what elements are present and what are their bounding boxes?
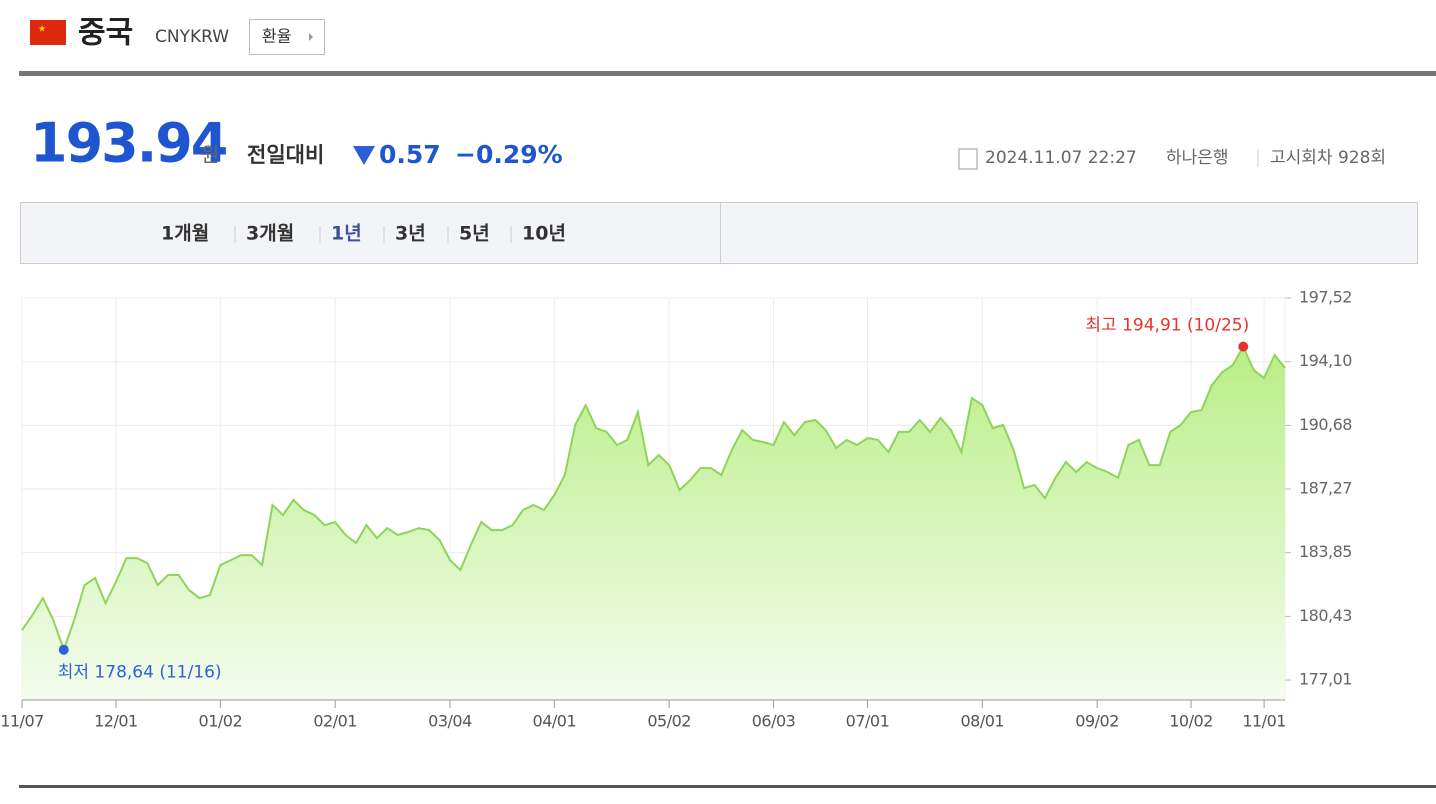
rate-button-label[interactable]: 환율 bbox=[262, 27, 291, 46]
x-tick-label: 01/02 bbox=[199, 712, 243, 731]
x-tick-label: 02/01 bbox=[313, 712, 357, 731]
y-tick-label: 194,10 bbox=[1299, 351, 1352, 370]
extreme-label: 최고 194,91 (10/25) bbox=[1085, 316, 1249, 336]
range-tab[interactable]: 10년 bbox=[522, 223, 566, 245]
flag bbox=[30, 20, 66, 45]
change: 0.57 bbox=[379, 140, 441, 169]
x-tick-label: 12/01 bbox=[94, 712, 138, 731]
header-rule bbox=[19, 71, 1436, 76]
change-pct: −0.29% bbox=[455, 140, 563, 169]
button-arrow bbox=[309, 33, 313, 41]
price-line bbox=[21, 344, 1286, 653]
change-label: 전일대비 bbox=[247, 143, 324, 167]
y-tick-label: 183,85 bbox=[1299, 542, 1352, 561]
y-tick-label: 180,43 bbox=[1299, 606, 1352, 625]
y-tick-label: 187,27 bbox=[1299, 478, 1352, 497]
tab-bar bbox=[20, 202, 1418, 264]
footer-rule bbox=[19, 785, 1436, 788]
x-tick-label: 04/01 bbox=[533, 712, 577, 731]
range-tab[interactable]: 3개월 bbox=[246, 223, 294, 245]
round: 고시회차 928회 bbox=[1270, 148, 1386, 168]
doc-icon bbox=[958, 148, 978, 170]
extreme-marker bbox=[58, 644, 69, 655]
x-tick-label: 08/01 bbox=[960, 712, 1004, 731]
y-tick-label: 190,68 bbox=[1299, 415, 1352, 434]
price: 193.94 bbox=[30, 112, 227, 175]
range-tab[interactable]: 5년 bbox=[459, 223, 490, 245]
price-unit: 원 bbox=[201, 143, 219, 167]
extreme-label: 최저 178,64 (11/16) bbox=[58, 663, 222, 683]
x-tick-label: 11/07 bbox=[0, 712, 44, 731]
x-tick-label: 06/03 bbox=[752, 712, 796, 731]
range-tab[interactable]: 3년 bbox=[395, 223, 426, 245]
y-tick-label: 177,01 bbox=[1299, 670, 1352, 689]
country: 중국 bbox=[78, 16, 133, 51]
datetime: 2024.11.07 22:27 bbox=[985, 148, 1137, 168]
x-tick-label: 10/02 bbox=[1169, 712, 1213, 731]
x-tick-label: 09/02 bbox=[1075, 712, 1119, 731]
area-fill bbox=[22, 346, 1285, 700]
range-tab[interactable]: 1년 bbox=[331, 223, 362, 245]
flag-star: ★ bbox=[38, 25, 46, 35]
bank: 하나은행 bbox=[1166, 148, 1229, 168]
x-tick-label: 11/01 bbox=[1242, 712, 1286, 731]
x-tick-label: 03/04 bbox=[428, 712, 472, 731]
y-tick-label: 197,52 bbox=[1299, 288, 1352, 307]
range-tab[interactable]: 1개월 bbox=[161, 223, 209, 245]
extreme-marker bbox=[1238, 341, 1249, 352]
code: CNYKRW bbox=[155, 27, 229, 47]
x-tick-label: 05/02 bbox=[647, 712, 691, 731]
x-tick-label: 07/01 bbox=[846, 712, 890, 731]
down-arrow bbox=[353, 146, 375, 165]
